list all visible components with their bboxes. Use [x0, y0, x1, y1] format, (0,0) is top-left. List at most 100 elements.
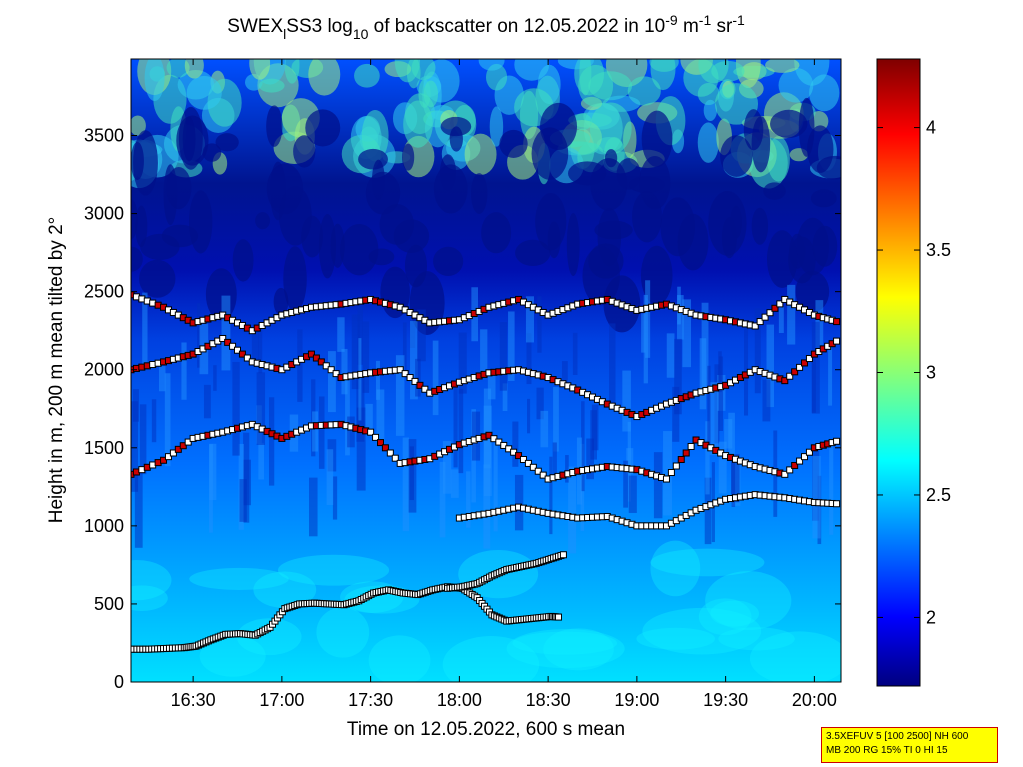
heatmap-patch-high	[765, 59, 800, 73]
heatmap-streak	[537, 296, 542, 353]
layer-marker	[421, 385, 429, 393]
heatmap-patch-dark	[660, 197, 696, 257]
heatmap-streak	[347, 416, 355, 448]
layer-marker	[519, 456, 527, 463]
heatmap-streak	[663, 431, 672, 516]
layer-marker	[169, 449, 177, 457]
heatmap-streak	[840, 478, 841, 536]
layer-marker	[229, 342, 237, 350]
heatmap-streak	[724, 419, 733, 449]
colorbar-axis: 2 2.5 3 3.5 4	[877, 118, 951, 627]
layer-marker	[317, 358, 325, 366]
layer-marker	[234, 346, 241, 354]
heatmap-streak	[345, 374, 350, 456]
heatmap-streak	[718, 356, 724, 431]
layer-markers	[131, 291, 841, 653]
heatmap-streak	[410, 321, 418, 400]
layer-marker	[184, 438, 192, 446]
x-tick-label: 19:00	[614, 690, 659, 710]
heatmap-streak	[442, 441, 452, 494]
heatmap-streak	[512, 421, 519, 467]
heatmap-patch-low	[253, 571, 317, 609]
heatmap-streak	[131, 401, 139, 492]
layer-marker	[786, 466, 794, 474]
heatmap-patch-high	[166, 59, 190, 78]
layer-marker	[761, 313, 769, 321]
layer-marker	[224, 338, 232, 346]
heatmap-streak	[622, 370, 631, 432]
layer-marker	[559, 551, 567, 559]
heatmap-streak	[351, 314, 360, 390]
heatmap-patch-dark	[449, 126, 463, 152]
heatmap-patch-low	[512, 631, 618, 655]
heatmap-patch-dark	[318, 213, 337, 279]
heatmap-streak	[328, 351, 336, 413]
heatmap-patch-high	[478, 59, 505, 71]
heatmap-streak	[402, 437, 410, 532]
heatmap-patch-low	[277, 554, 390, 586]
heatmap-streak	[641, 313, 646, 353]
heatmap-streak	[707, 365, 711, 450]
heatmap-patch-high	[578, 64, 614, 107]
colorbar-tick-label: 4	[926, 118, 936, 138]
heatmap-streak	[778, 306, 784, 334]
heatmap-streak	[203, 384, 211, 419]
heatmap-streak	[375, 360, 380, 400]
heatmap-patch-dark	[766, 230, 798, 288]
heatmap-streak	[356, 407, 366, 491]
heatmap-streak	[358, 338, 362, 421]
heatmap-patch-dark	[161, 224, 199, 248]
heatmap-patch-low	[131, 585, 168, 612]
heatmap-patch-dark	[283, 246, 307, 312]
y-tick-label: 2500	[84, 282, 124, 302]
layer-marker	[801, 453, 809, 461]
heatmap-patch-dark	[763, 182, 786, 200]
layer-marker	[529, 463, 537, 471]
layer-marker	[539, 471, 547, 479]
heatmap-patch-dark	[535, 193, 567, 251]
heatmap-streak	[787, 284, 796, 345]
layer-marker	[391, 454, 399, 462]
info-line-2: MB 200 RG 15% TI 0 HI 15	[826, 745, 948, 756]
x-tick-label: 17:00	[259, 690, 304, 710]
heatmap-streak	[487, 373, 496, 400]
colorbar-tick-label: 3.5	[926, 240, 951, 260]
layer-marker	[833, 337, 841, 345]
heatmap-patch-dark	[751, 116, 771, 173]
heatmap-patch-dark	[632, 191, 662, 243]
heatmap-patch-low	[636, 627, 716, 650]
heatmap-streak	[812, 456, 821, 539]
x-tick-label: 16:30	[171, 690, 216, 710]
heatmap-patch-high	[627, 76, 661, 106]
plot-frame	[130, 58, 842, 683]
heatmap-streak	[312, 411, 319, 452]
heatmap-patch-dark	[163, 164, 178, 226]
heatmap-patch-dark	[293, 135, 316, 168]
layer-marker	[677, 456, 685, 463]
heatmap-patch-high	[354, 63, 380, 88]
heatmap-streak	[337, 317, 345, 352]
heatmap-patch-high	[703, 99, 718, 121]
heatmap-streak	[480, 329, 488, 374]
heatmap-patch-high	[249, 59, 271, 80]
heatmap-streak	[142, 292, 148, 367]
heatmap-patch-dark	[273, 287, 289, 316]
heatmap-streak	[439, 461, 446, 538]
heatmap-patch-high	[284, 59, 300, 84]
heatmap-streak	[493, 442, 498, 532]
heatmap-streak	[549, 456, 553, 535]
heatmap-streak	[502, 383, 508, 412]
heatmap-streak	[590, 410, 597, 460]
heatmap-streak	[402, 322, 407, 378]
heatmap-streak	[525, 296, 534, 343]
layer-marker	[332, 370, 340, 378]
layer-marker	[386, 449, 394, 457]
heatmap-streak	[221, 295, 231, 371]
heatmap-streak	[653, 452, 663, 519]
heatmap-streak	[213, 365, 217, 391]
heatmap-streak	[627, 421, 632, 502]
heatmap-patch-low	[650, 540, 701, 597]
heatmap-patch-dark	[582, 246, 620, 306]
heatmap-streak	[718, 441, 727, 494]
